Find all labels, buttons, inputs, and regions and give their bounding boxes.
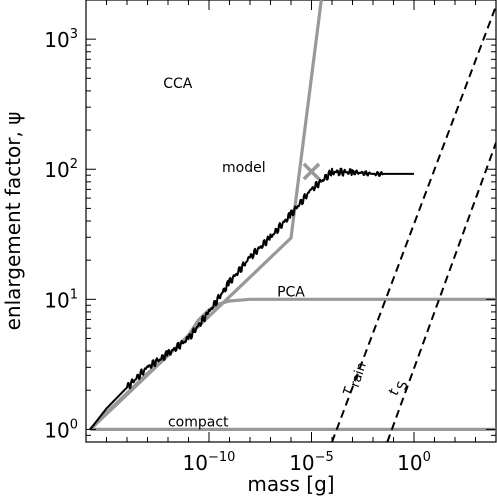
x-tick-label: 10−5 (289, 450, 334, 475)
annotation-rain: τrain (338, 359, 370, 400)
x-tick-label: 100 (397, 450, 431, 475)
x-tick-label: 10−10 (183, 450, 236, 475)
x-axis-label: mass [g] (247, 472, 334, 496)
y-tick-label: 101 (44, 287, 78, 312)
annotation-compact: compact (168, 415, 229, 431)
annotation-model: model (222, 160, 266, 176)
annotation-cca: CCA (163, 76, 193, 92)
y-axis-label: enlargement factor, ψ (1, 112, 25, 331)
svg-text:τrain: τrain (338, 359, 370, 400)
series-line-cca (89, 0, 323, 431)
y-tick-label: 103 (44, 27, 78, 52)
y-tick-label: 100 (44, 417, 78, 442)
series-line-t-s (386, 142, 496, 442)
annotation-pca: PCA (277, 285, 305, 301)
y-tick-label: 102 (44, 157, 78, 182)
model-endpoint-marker: × (299, 154, 324, 189)
tick-labels: 10−10 10−5 100 100 101 102 103 (44, 27, 431, 475)
tick-marks (85, 0, 497, 443)
annotation-s: tS (386, 377, 412, 399)
svg-text:tS: tS (386, 377, 412, 399)
series-line-model (89, 167, 415, 431)
plot-area: × (89, 0, 496, 442)
